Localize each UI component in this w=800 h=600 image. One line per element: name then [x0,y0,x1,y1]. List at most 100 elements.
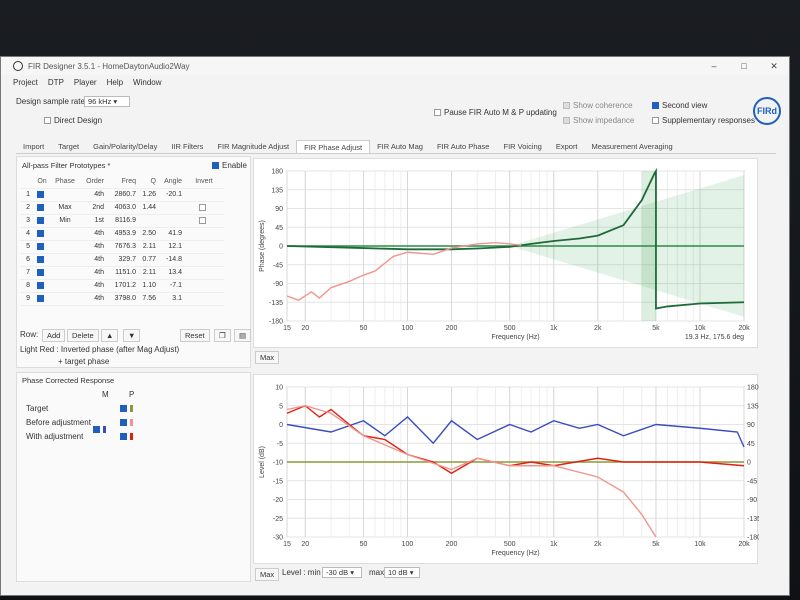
invert-cell[interactable] [184,214,224,228]
pause-checkbox[interactable]: Pause FIR Auto M & P updating [434,108,557,117]
y2-tick-label: 180 [747,385,759,392]
menu-player[interactable]: Player [73,77,97,87]
menu-dtp[interactable]: DTP [47,77,64,87]
allpass-row[interactable]: 2 Max 2nd 4063.0 1.44 [20,201,224,215]
paste-icon[interactable]: ▤ [234,329,252,342]
invert-cell[interactable] [184,240,224,254]
with-p-checkbox[interactable] [120,432,133,441]
move-down-button[interactable]: ▼ [123,329,141,342]
direct-design-checkbox[interactable]: Direct Design [44,116,102,125]
supplementary-checkbox[interactable]: Supplementary responses [652,116,755,125]
allpass-row[interactable]: 8 4th 1701.2 1.10 -7.1 [20,279,224,293]
row-label: Row: [20,330,39,339]
q-cell: 2.11 [138,240,158,254]
enable-checkbox[interactable]: Enable [212,161,247,170]
tab-1[interactable]: Target [58,142,80,151]
close-button[interactable]: ✕ [770,60,778,71]
on-checkbox[interactable] [32,227,52,241]
on-checkbox[interactable] [32,253,52,267]
invert-cell[interactable] [184,279,224,293]
series-line [286,241,522,301]
tab-6[interactable]: FIR Auto Mag [377,142,423,151]
invert-cell[interactable] [184,227,224,241]
allpass-row[interactable]: 9 4th 3798.0 7.56 3.1 [20,292,224,306]
phase-cell [52,292,78,306]
level-max-value: 10 dB [388,568,408,577]
minimize-button[interactable]: – [711,60,717,71]
tab-2[interactable]: Gain/Polarity/Delay [93,142,158,151]
y-axis-label: Level (dB) [259,446,266,478]
show-coherence-checkbox[interactable]: Show coherence [563,101,633,110]
level-min-select[interactable]: -30 dB ▾ [322,567,362,578]
row-index: 4 [20,227,32,241]
on-checkbox[interactable] [32,214,52,228]
reset-button[interactable]: Reset [180,329,210,342]
tab-3[interactable]: IIR Filters [171,142,204,151]
invert-cell[interactable] [184,201,224,215]
tab-9[interactable]: Export [555,142,578,151]
tab-bar: Import Target Gain/Polarity/Delay IIR Filte… [16,140,776,154]
x-tick-label: 100 [402,325,414,332]
row-index: 9 [20,292,32,306]
add-button[interactable]: Add [42,329,66,342]
row-index: 7 [20,266,32,280]
y-tick-label: -5 [277,441,283,448]
invert-cell[interactable] [184,253,224,267]
tab-5[interactable]: FIR Phase Adjust [296,140,371,153]
on-checkbox[interactable] [32,201,52,215]
row-index: 6 [20,253,32,267]
tab-4[interactable]: FIR Magnitude Adjust [217,142,290,151]
angle-cell: -7.1 [158,279,184,293]
allpass-row[interactable]: 5 4th 7676.3 2.11 12.1 [20,240,224,254]
invert-cell[interactable] [184,266,224,280]
delete-button[interactable]: Delete [67,329,99,342]
pause-label: Pause FIR Auto M & P updating [444,108,557,117]
phase-cell [52,279,78,293]
tab-0[interactable]: Import [23,142,45,151]
copy-icon[interactable]: ❐ [214,329,231,342]
target-p-checkbox[interactable] [120,404,133,413]
before-p-checkbox[interactable] [120,418,133,427]
on-checkbox[interactable] [32,292,52,306]
series-line [286,404,745,475]
tab-7[interactable]: FIR Auto Phase [436,142,490,151]
tab-10[interactable]: Measurement Averaging [591,142,673,151]
series-line [286,416,745,448]
on-checkbox[interactable] [32,266,52,280]
angle-cell: 12.1 [158,240,184,254]
maximize-button[interactable]: □ [741,60,747,71]
show-impedance-checkbox[interactable]: Show impedance [563,116,634,125]
y-axis-label: Phase (degrees) [259,220,266,272]
tab-8[interactable]: FIR Voicing [503,142,542,151]
second-view-checkbox[interactable]: Second view [652,101,707,110]
phase-chart[interactable]: 180 135 90 45 0 -45 -90 -135 -180 15 20 50 100 200 500… [253,158,758,348]
allpass-row[interactable]: 6 4th 329.7 0.77 -14.8 [20,253,224,267]
allpass-row[interactable]: 3 Min 1st 8116.9 [20,214,224,228]
invert-cell[interactable] [184,188,224,202]
menu-window[interactable]: Window [133,77,162,87]
level-chart[interactable]: 10 5 0 -5 -10 -15 -20 -25 -30 180 135 90 45 0 -45 -90 -1… [253,374,761,564]
y-tick-label: -90 [273,281,283,288]
freq-cell: 2860.7 [106,188,138,202]
on-checkbox[interactable] [32,188,52,202]
allpass-row[interactable]: 7 4th 1151.0 2.11 13.4 [20,266,224,280]
on-checkbox[interactable] [32,279,52,293]
allpass-row[interactable]: 4 4th 4953.9 2.50 41.9 [20,227,224,241]
angle-cell: 13.4 [158,266,184,280]
y-tick-label: -180 [269,319,283,326]
on-checkbox[interactable] [32,240,52,254]
menu-help[interactable]: Help [106,77,124,87]
sample-rate-select[interactable]: 96 kHz ▾ [84,96,130,107]
y-tick-label: 180 [271,169,283,176]
level-max-button[interactable]: Max [255,568,280,581]
phase-max-button[interactable]: Max [255,351,280,364]
allpass-row[interactable]: 1 4th 2860.7 1.26 -20.1 [20,188,224,202]
level-max-select[interactable]: 10 dB ▾ [384,567,420,578]
y-tick-label: 0 [279,244,283,251]
freq-cell: 8116.9 [106,214,138,228]
x-axis-label: Frequency (Hz) [491,550,539,557]
invert-cell[interactable] [184,292,224,306]
move-up-button[interactable]: ▲ [101,329,119,342]
m-checkbox[interactable] [93,425,106,434]
menu-project[interactable]: Project [13,77,38,87]
